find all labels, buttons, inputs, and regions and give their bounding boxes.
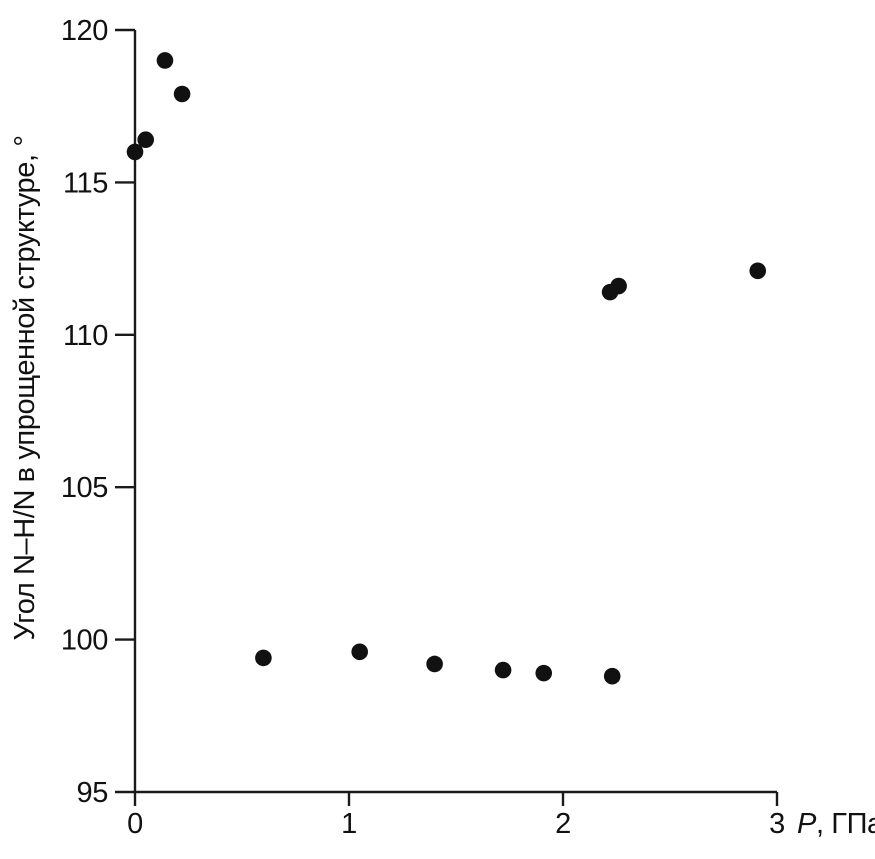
data-point bbox=[255, 649, 272, 667]
y-tick-label: 120 bbox=[61, 15, 108, 47]
data-point bbox=[426, 655, 443, 673]
x-axis-label-unit: , ГПа bbox=[816, 808, 875, 840]
data-points bbox=[126, 52, 767, 685]
axis-ticks bbox=[115, 28, 779, 806]
x-axis-label: P, ГПа bbox=[797, 808, 875, 840]
data-point bbox=[494, 661, 512, 679]
data-point bbox=[351, 643, 369, 661]
data-point bbox=[126, 143, 144, 161]
data-point bbox=[535, 664, 553, 682]
data-point bbox=[749, 262, 767, 280]
y-tick-label: 100 bbox=[61, 625, 108, 657]
data-point bbox=[603, 667, 621, 685]
y-tick-label: 110 bbox=[63, 320, 108, 352]
x-tick-label: 0 bbox=[127, 808, 143, 840]
x-tick-label: 2 bbox=[555, 808, 571, 840]
data-point bbox=[156, 52, 174, 69]
y-tick-label: 105 bbox=[61, 472, 108, 504]
axis-tick-labels: 95 100 105 110 115 120 0 1 2 3 bbox=[61, 15, 785, 840]
data-point bbox=[610, 277, 627, 295]
y-axis-label: Угол N–H/N в упрощенной структуре, ° bbox=[9, 135, 41, 640]
data-point bbox=[137, 131, 154, 149]
x-tick-label: 3 bbox=[769, 808, 785, 840]
x-tick-label: 1 bbox=[341, 808, 357, 840]
data-point bbox=[173, 85, 191, 103]
y-tick-label: 115 bbox=[63, 167, 108, 199]
y-tick-label: 95 bbox=[77, 777, 108, 809]
x-axis-label-symbol: P bbox=[797, 808, 817, 840]
